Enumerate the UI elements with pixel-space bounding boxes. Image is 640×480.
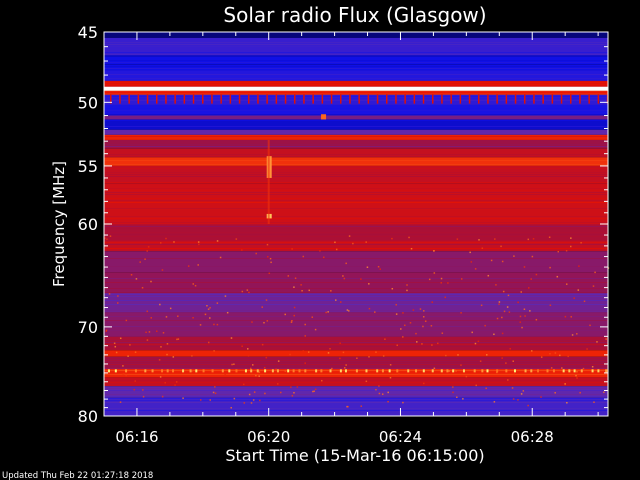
- x-tick-label: 06:24: [379, 428, 422, 446]
- y-tick-label: 55: [78, 157, 98, 176]
- freq-band: [104, 251, 608, 273]
- x-tick-label: 06:28: [511, 428, 554, 446]
- freq-band: [104, 80, 608, 87]
- freq-band: [104, 119, 608, 130]
- freq-band: [104, 350, 608, 357]
- freq-band: [104, 183, 608, 224]
- y-axis-ticks: 45 50 55 60 70 80: [78, 23, 608, 426]
- freq-band: [104, 386, 608, 398]
- chart-title: Solar radio Flux (Glasgow): [223, 3, 486, 27]
- y-tick-label: 70: [78, 318, 98, 337]
- updated-footer: Updated Thu Feb 22 01:27:18 2018: [2, 471, 153, 480]
- heatmap-plot-area: [104, 32, 610, 416]
- freq-band: [104, 70, 608, 81]
- spectrogram-texture: [104, 32, 608, 411]
- x-tick-label: 06:16: [115, 428, 158, 446]
- freq-band: [104, 32, 608, 38]
- burst-event: [321, 114, 327, 120]
- freq-band: [104, 240, 608, 252]
- freq-band: [104, 148, 608, 158]
- y-axis-label: Frequency [MHz]: [50, 161, 68, 287]
- freq-band: [104, 157, 608, 166]
- y-tick-label: 80: [78, 407, 98, 426]
- y-tick-label: 60: [78, 215, 98, 234]
- freq-band: [104, 336, 608, 351]
- y-tick-label: 45: [78, 23, 98, 42]
- freq-band: [104, 115, 608, 120]
- interference-spikes: [104, 94, 610, 409]
- x-axis-ticks: 06:16 06:20 06:24 06:28: [103, 32, 599, 446]
- freq-band: [104, 377, 608, 387]
- freq-band: [104, 292, 608, 313]
- freq-band: [104, 134, 608, 140]
- freq-band: [104, 129, 608, 135]
- freq-band: [104, 94, 608, 105]
- y-tick-label: 50: [78, 93, 98, 112]
- x-tick-label: 06:20: [247, 428, 290, 446]
- freq-band: [104, 86, 608, 91]
- x-axis-label: Start Time (15-Mar-16 06:15:00): [225, 446, 484, 465]
